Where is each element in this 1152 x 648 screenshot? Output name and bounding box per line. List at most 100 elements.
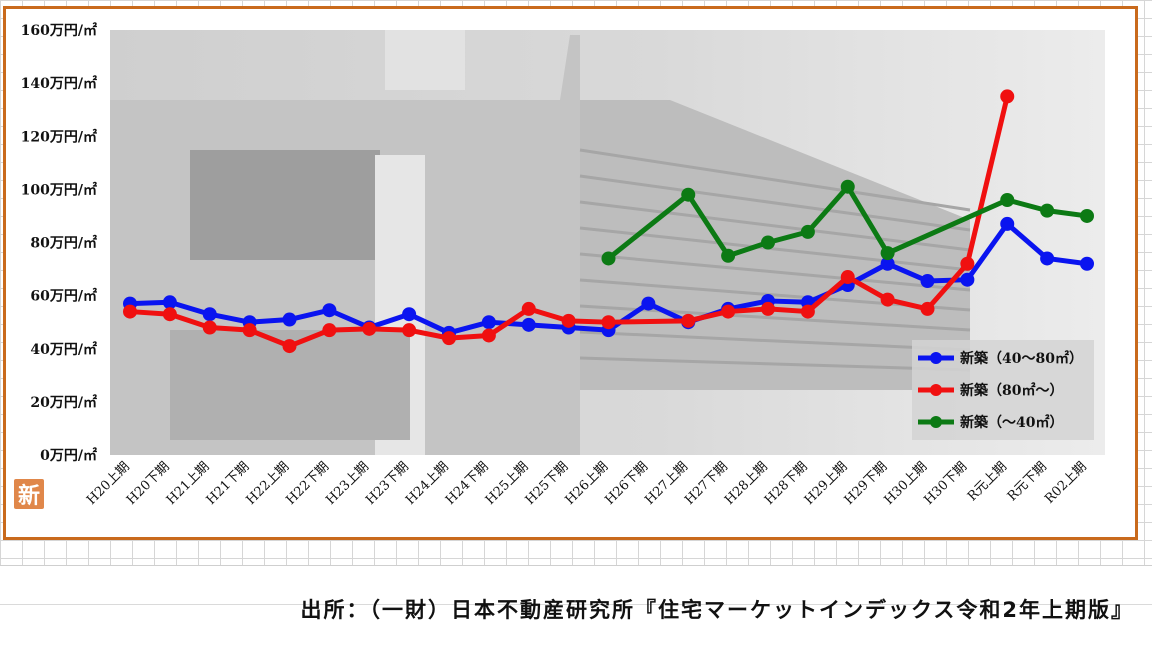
x-tick-label: H21下期 — [204, 459, 253, 508]
x-tick-label: H25下期 — [523, 459, 572, 508]
x-tick-label: H24下期 — [443, 459, 492, 508]
data-point — [721, 248, 736, 263]
data-point — [402, 323, 417, 338]
source-note: 出所：（一財）日本不動産研究所『住宅マーケットインデックス令和2年上期版』 — [300, 598, 1134, 622]
x-tick-label: R02上期 — [1042, 459, 1090, 507]
x-tick-label: H24上期 — [403, 459, 452, 508]
y-tick-label: 60万円/㎡ — [30, 288, 97, 305]
data-point — [960, 256, 975, 271]
x-tick-label: H23下期 — [363, 459, 412, 508]
data-point — [960, 272, 975, 287]
photo-window — [190, 150, 380, 260]
photo-floor-line — [579, 148, 971, 212]
data-point — [880, 256, 895, 271]
data-point — [761, 235, 775, 250]
x-tick-label: H27下期 — [682, 459, 731, 508]
legend-label: 新築（40～80㎡） — [960, 350, 1083, 367]
data-point — [761, 301, 775, 316]
x-tick-label: H30上期 — [882, 459, 931, 508]
data-point — [920, 301, 935, 316]
legend-label: 新築（～40㎡） — [960, 414, 1063, 431]
data-point — [481, 328, 496, 343]
y-tick-label: 140万円/㎡ — [21, 75, 97, 92]
data-point — [362, 321, 377, 336]
photo-floor-line — [579, 252, 971, 292]
x-tick-label: H21上期 — [164, 459, 213, 508]
x-tick-label: H26上期 — [563, 459, 612, 508]
photo-upper-pillar — [385, 30, 465, 90]
data-point — [521, 301, 536, 316]
x-tick-label: H22上期 — [244, 459, 293, 508]
data-point — [1000, 89, 1015, 104]
x-tick-label: H28下期 — [762, 459, 811, 508]
legend-label: 新築（80㎡～） — [960, 382, 1063, 399]
data-point — [1040, 203, 1055, 218]
legend-swatch-marker — [930, 384, 942, 396]
data-point — [1080, 256, 1094, 271]
photo-floor-line — [579, 200, 971, 252]
data-point — [402, 307, 417, 322]
data-point — [521, 317, 536, 332]
x-tick-label: H29下期 — [842, 459, 891, 508]
x-tick-label: H20下期 — [124, 459, 173, 508]
x-tick-label: R元上期 — [965, 459, 1010, 504]
data-point — [800, 304, 815, 319]
series-2 — [601, 179, 1094, 266]
y-tick-label: 40万円/㎡ — [30, 341, 97, 358]
data-point — [1000, 216, 1015, 231]
data-point — [601, 315, 616, 330]
data-point — [561, 313, 576, 328]
series-1 — [123, 89, 1015, 354]
x-tick-label: H26下期 — [602, 459, 651, 508]
data-point — [880, 246, 895, 261]
data-point — [641, 296, 656, 311]
data-point — [880, 292, 895, 307]
data-point — [840, 270, 855, 285]
data-point — [282, 312, 297, 327]
data-point — [920, 274, 935, 289]
series-line — [129, 95, 1010, 349]
y-axis: 0万円/㎡ 20万円/㎡ 40万円/㎡ 60万円/㎡ 80万円/㎡ 100万円/㎡ 120万… — [21, 22, 97, 464]
data-point — [322, 303, 337, 318]
x-tick-label: H30下期 — [921, 459, 970, 508]
legend: 新築（40～80㎡） 新築（80㎡～） 新築（～40㎡） — [912, 340, 1094, 440]
data-point — [123, 304, 137, 319]
data-point — [202, 307, 217, 322]
x-tick-label: H23上期 — [323, 459, 372, 508]
y-tick-label: 0万円/㎡ — [40, 447, 97, 464]
photo-floor-line — [579, 356, 971, 372]
photo-floor-line — [579, 226, 971, 272]
footer-band — [0, 565, 1152, 648]
data-point — [1080, 208, 1094, 223]
data-point — [840, 179, 855, 194]
photo-floor-line — [579, 330, 971, 352]
y-tick-label: 160万円/㎡ — [21, 22, 97, 39]
data-point — [481, 315, 496, 330]
x-tick-label: H27上期 — [642, 459, 691, 508]
x-tick-label: H28上期 — [722, 459, 771, 508]
data-point — [202, 320, 217, 335]
data-point — [601, 251, 616, 266]
y-tick-label: 80万円/㎡ — [30, 235, 97, 252]
data-point — [681, 313, 696, 328]
x-tick-label: H25上期 — [483, 459, 532, 508]
data-point — [1000, 193, 1015, 207]
data-point — [322, 323, 337, 338]
data-point — [442, 331, 456, 346]
data-point — [162, 295, 177, 310]
photo-floor-line — [579, 304, 971, 332]
data-point — [800, 224, 815, 239]
data-point — [681, 187, 696, 202]
photo-floor-line — [579, 174, 971, 232]
y-tick-label: 120万円/㎡ — [21, 128, 97, 145]
x-tick-label: H29上期 — [802, 459, 851, 508]
x-tick-label: H20上期 — [84, 459, 133, 508]
x-axis: H20上期H20下期H21上期H21下期H22上期H22下期H23上期H23下期… — [84, 459, 1090, 508]
x-tick-label: H22下期 — [283, 459, 332, 508]
y-tick-label: 100万円/㎡ — [21, 181, 97, 198]
legend-swatch-marker — [930, 352, 942, 364]
series-layer — [123, 89, 1094, 354]
data-point — [242, 323, 257, 338]
y-tick-label: 20万円/㎡ — [30, 394, 97, 411]
new-badge: 新 — [14, 479, 44, 509]
